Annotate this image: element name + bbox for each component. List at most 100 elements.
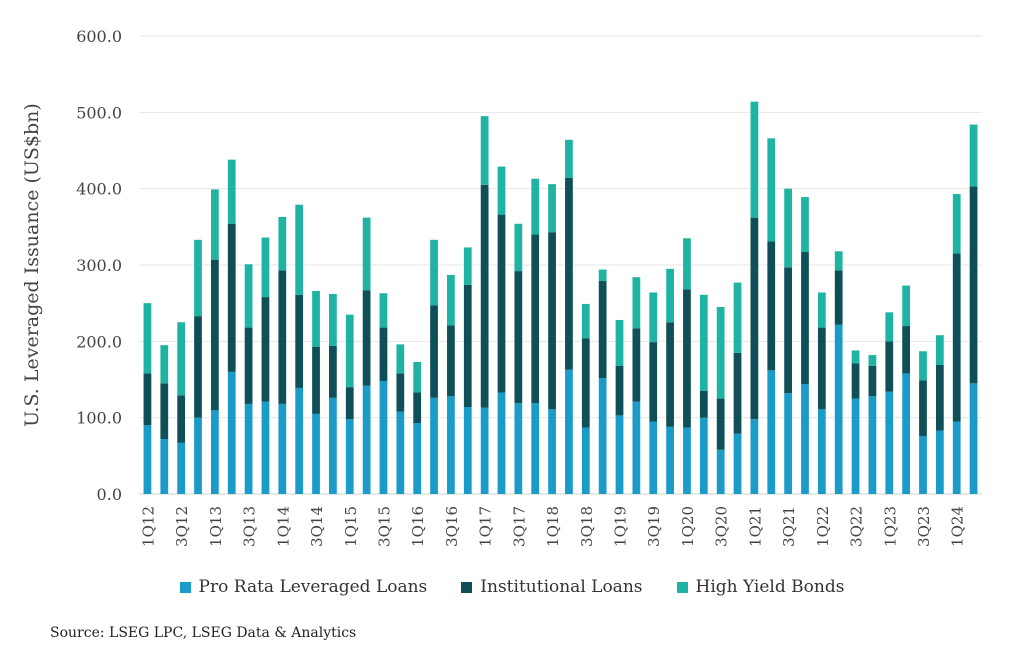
x-tick-label: 3Q21	[780, 506, 798, 547]
bar-segment	[683, 289, 691, 428]
bar-segment	[969, 383, 978, 494]
legend: Pro Rata Leveraged Loans Institutional L…	[0, 577, 1024, 597]
bar-segment	[598, 377, 607, 494]
x-tick-label: 1Q16	[409, 506, 427, 547]
bar-segment	[868, 396, 877, 494]
bar-segment	[345, 314, 354, 388]
legend-swatch-pro-rata	[179, 581, 191, 593]
bar-segment	[817, 409, 826, 494]
y-tick-label: 400.0	[76, 180, 122, 199]
y-tick-label: 0.0	[97, 485, 122, 504]
x-tick-label: 3Q20	[713, 506, 731, 547]
bar-segment	[143, 373, 152, 426]
bar-segment	[581, 338, 590, 428]
legend-label-institutional: Institutional Loans	[480, 577, 643, 597]
bar-segment	[969, 124, 978, 187]
bar-segment	[565, 139, 573, 178]
bar-segment	[514, 223, 523, 272]
bar-segment	[210, 259, 219, 411]
bar-segment	[716, 398, 725, 450]
x-tick-label: 1Q13	[207, 506, 225, 547]
bar-segment	[919, 380, 927, 436]
bar-segment	[750, 101, 759, 218]
bar-segment	[430, 305, 438, 398]
bar-segment	[683, 238, 691, 290]
bar-segment	[952, 421, 961, 494]
bar-segment	[514, 271, 523, 404]
bar-segment	[581, 303, 590, 339]
bar-segment	[784, 393, 792, 494]
bar-segment	[733, 352, 742, 434]
bar-segment	[919, 351, 927, 381]
bar-segment	[699, 294, 708, 391]
bar-segment	[480, 116, 489, 185]
bar-segment	[379, 293, 388, 328]
source-note: Source: LSEG LPC, LSEG Data & Analytics	[50, 625, 357, 641]
y-tick-label: 100.0	[76, 409, 122, 428]
legend-label-pro-rata: Pro Rata Leveraged Loans	[198, 577, 428, 597]
bar-segment	[952, 253, 961, 422]
y-tick-label: 500.0	[76, 103, 122, 122]
bar-segment	[244, 264, 253, 328]
bar-segment	[447, 396, 455, 494]
bar-segment	[463, 247, 472, 285]
bar-segment	[935, 335, 944, 365]
x-tick-label: 1Q20	[679, 506, 697, 547]
bar-segment	[649, 421, 658, 494]
bar-segment	[716, 449, 725, 494]
chart-area: 0.0 100.0 200.0 300.0 400.0 500.0 600.0 1Q12 3Q…	[76, 27, 982, 547]
bar-segment	[801, 252, 809, 385]
x-tick-label: 3Q23	[915, 506, 933, 547]
x-tick-label: 3Q22	[848, 506, 866, 547]
bar-segment	[177, 322, 186, 396]
bar-segment	[295, 387, 304, 494]
bar-segment	[362, 217, 371, 291]
legend-swatch-institutional	[461, 581, 473, 593]
bar-segment	[312, 413, 320, 494]
legend-label-high-yield: High Yield Bonds	[695, 577, 845, 597]
x-axis: 1Q12 3Q12 1Q13 3Q13 1Q14 3Q14 1Q15 3Q15 1Q16 3Q16…	[139, 506, 966, 547]
bar-segment	[851, 363, 860, 399]
x-tick-label: 3Q12	[173, 506, 191, 547]
x-tick-label: 1Q12	[139, 506, 157, 547]
bar-segment	[194, 417, 202, 494]
bar-segment	[463, 406, 472, 494]
bar-segment	[194, 316, 202, 418]
bar-segment	[413, 361, 422, 393]
bar-segment	[329, 345, 337, 398]
bar-segment	[413, 423, 422, 494]
bar-segment	[902, 373, 911, 494]
bar-segment	[447, 325, 455, 397]
bar-segment	[227, 159, 236, 224]
bar-segment	[902, 285, 911, 327]
bar-segment	[834, 251, 843, 271]
bar-segment	[750, 217, 759, 420]
bar-segment	[767, 370, 776, 494]
bar-segment	[531, 403, 540, 494]
bar-segment	[396, 411, 405, 494]
bar-segment	[227, 223, 236, 372]
legend-item-institutional: Institutional Loans	[461, 577, 643, 597]
bar-segment	[143, 303, 152, 374]
bar-segment	[447, 274, 455, 326]
bar-segment	[699, 417, 708, 494]
x-tick-label: 1Q23	[881, 506, 899, 547]
bar-segment	[885, 341, 894, 392]
x-tick-label: 3Q16	[443, 506, 461, 547]
bar-segment	[784, 188, 792, 268]
y-axis: 0.0 100.0 200.0 300.0 400.0 500.0 600.0	[76, 27, 122, 504]
legend-item-high-yield: High Yield Bonds	[676, 577, 845, 597]
bar-segment	[480, 184, 489, 408]
x-tick-label: 1Q22	[814, 506, 832, 547]
bar-segment	[379, 327, 388, 382]
bar-segment	[312, 346, 320, 414]
bar-segment	[261, 401, 270, 494]
bar-segment	[396, 373, 405, 412]
bar-segment	[615, 415, 624, 494]
bar-segment	[261, 237, 270, 298]
bar-segment	[160, 439, 169, 494]
bar-segment	[699, 390, 708, 418]
bar-segment	[750, 419, 759, 494]
bar-segment	[548, 232, 556, 410]
y-axis-label: U.S. Leveraged Issuance (US$bn)	[21, 103, 43, 427]
